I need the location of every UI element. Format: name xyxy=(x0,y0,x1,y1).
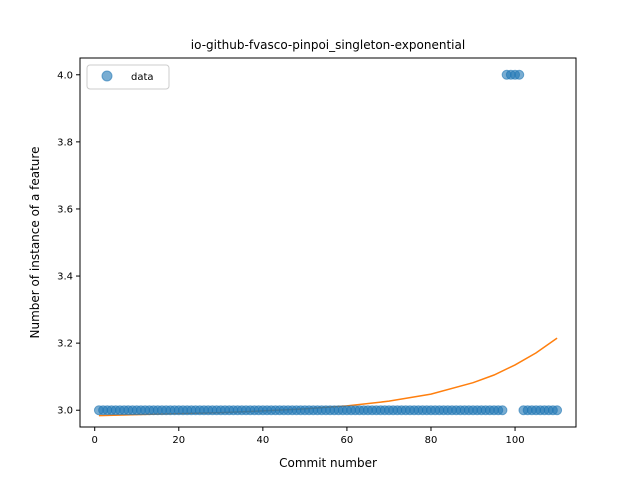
x-tick-label: 80 xyxy=(425,435,438,446)
x-tick-label: 60 xyxy=(341,435,354,446)
plot-frame xyxy=(79,57,577,428)
legend-label-data: data xyxy=(131,72,154,83)
y-tick-label: 4.0 xyxy=(57,70,73,81)
data-point xyxy=(497,405,508,416)
chart-marks xyxy=(93,69,563,417)
y-tick-label: 3.0 xyxy=(57,406,73,417)
y-axis-label: Number of instance of a feature xyxy=(28,147,42,339)
legend: data xyxy=(86,64,170,90)
data-point xyxy=(552,405,563,416)
y-tick-label: 3.4 xyxy=(57,272,73,283)
y-tick-label: 3.2 xyxy=(57,339,73,350)
axis-ticks: 0 20 40 60 80 100 3.0 3.2 3.4 3.6 3.8 4.0 xyxy=(57,70,525,446)
x-tick-label: 0 xyxy=(92,435,98,446)
x-tick-label: 20 xyxy=(172,435,185,446)
chart-title: io-github-fvasco-pinpoi_singleton-expone… xyxy=(191,38,465,52)
y-tick-label: 3.8 xyxy=(57,137,73,148)
x-tick-label: 100 xyxy=(506,435,525,446)
legend-box xyxy=(86,64,170,90)
y-tick-label: 3.6 xyxy=(57,204,73,215)
x-axis-label: Commit number xyxy=(279,456,377,470)
data-point xyxy=(514,69,525,80)
legend-marker-data xyxy=(101,70,113,82)
x-tick-label: 40 xyxy=(256,435,269,446)
